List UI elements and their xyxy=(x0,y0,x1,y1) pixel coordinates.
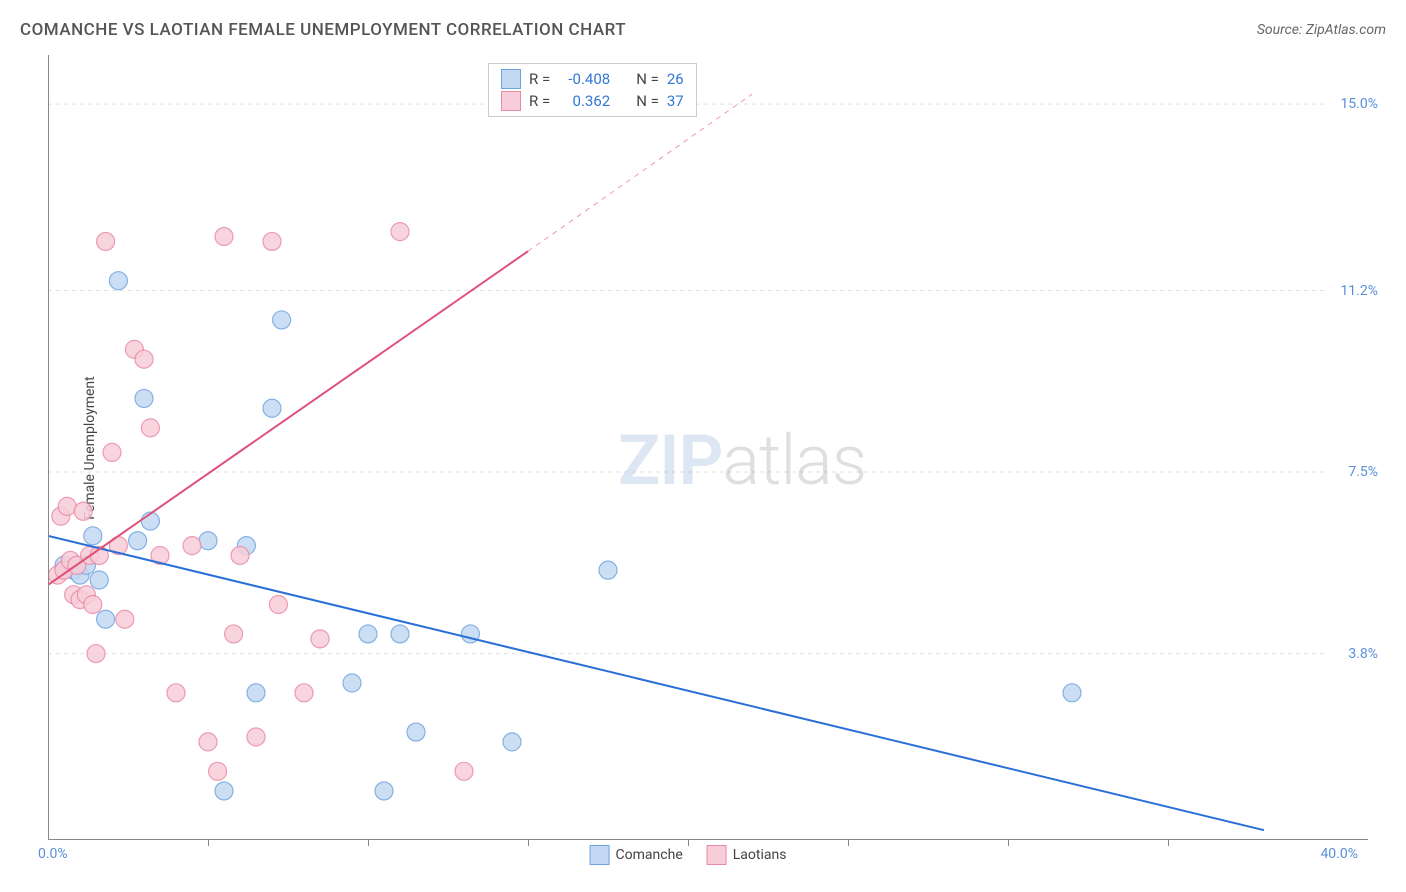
x-tick-mark xyxy=(1168,840,1169,846)
comanche-legend-label: Comanche xyxy=(616,847,683,863)
n-label: N = xyxy=(636,70,659,88)
y-tick-label: 11.2% xyxy=(1340,283,1378,299)
stats-row-comanche: R = -0.408 N = 26 xyxy=(501,68,684,90)
x-tick-mark xyxy=(848,840,849,846)
laotians-r-value: 0.362 xyxy=(558,92,610,110)
source-attribution: Source: ZipAtlas.com xyxy=(1257,22,1386,38)
legend-item-laotians: Laotians xyxy=(707,845,787,865)
laotians-legend-swatch-icon xyxy=(707,845,727,865)
x-axis-origin-label: 0.0% xyxy=(38,846,68,862)
y-tick-label: 7.5% xyxy=(1348,464,1378,480)
y-tick-label: 15.0% xyxy=(1340,96,1378,112)
scatter-plot xyxy=(48,55,1328,840)
n-label: N = xyxy=(636,92,659,110)
laotians-swatch-icon xyxy=(501,91,521,111)
chart-title: COMANCHE VS LAOTIAN FEMALE UNEMPLOYMENT … xyxy=(20,20,626,40)
chart-header: COMANCHE VS LAOTIAN FEMALE UNEMPLOYMENT … xyxy=(20,20,1386,40)
r-label: R = xyxy=(529,92,550,110)
x-tick-mark xyxy=(1008,840,1009,846)
comanche-n-value: 26 xyxy=(667,70,684,88)
x-axis-end-label: 40.0% xyxy=(1320,846,1358,862)
y-axis-line xyxy=(48,55,49,840)
r-label: R = xyxy=(529,70,550,88)
comanche-r-value: -0.408 xyxy=(558,70,610,88)
comanche-legend-swatch-icon xyxy=(590,845,610,865)
chart-plot-area: Female Unemployment 0.0% 40.0% R = -0.40… xyxy=(48,55,1328,840)
x-axis-line xyxy=(48,839,1368,840)
laotians-legend-label: Laotians xyxy=(733,847,787,863)
x-tick-mark xyxy=(688,840,689,846)
x-tick-mark xyxy=(368,840,369,846)
stats-row-laotians: R = 0.362 N = 37 xyxy=(501,90,684,112)
legend-item-comanche: Comanche xyxy=(590,845,683,865)
x-tick-mark xyxy=(528,840,529,846)
comanche-swatch-icon xyxy=(501,69,521,89)
x-tick-mark xyxy=(208,840,209,846)
laotians-n-value: 37 xyxy=(667,92,684,110)
correlation-stats-box: R = -0.408 N = 26 R = 0.362 N = 37 xyxy=(488,63,697,117)
y-tick-label: 3.8% xyxy=(1348,646,1378,662)
chart-legend: Comanche Laotians xyxy=(590,845,787,865)
